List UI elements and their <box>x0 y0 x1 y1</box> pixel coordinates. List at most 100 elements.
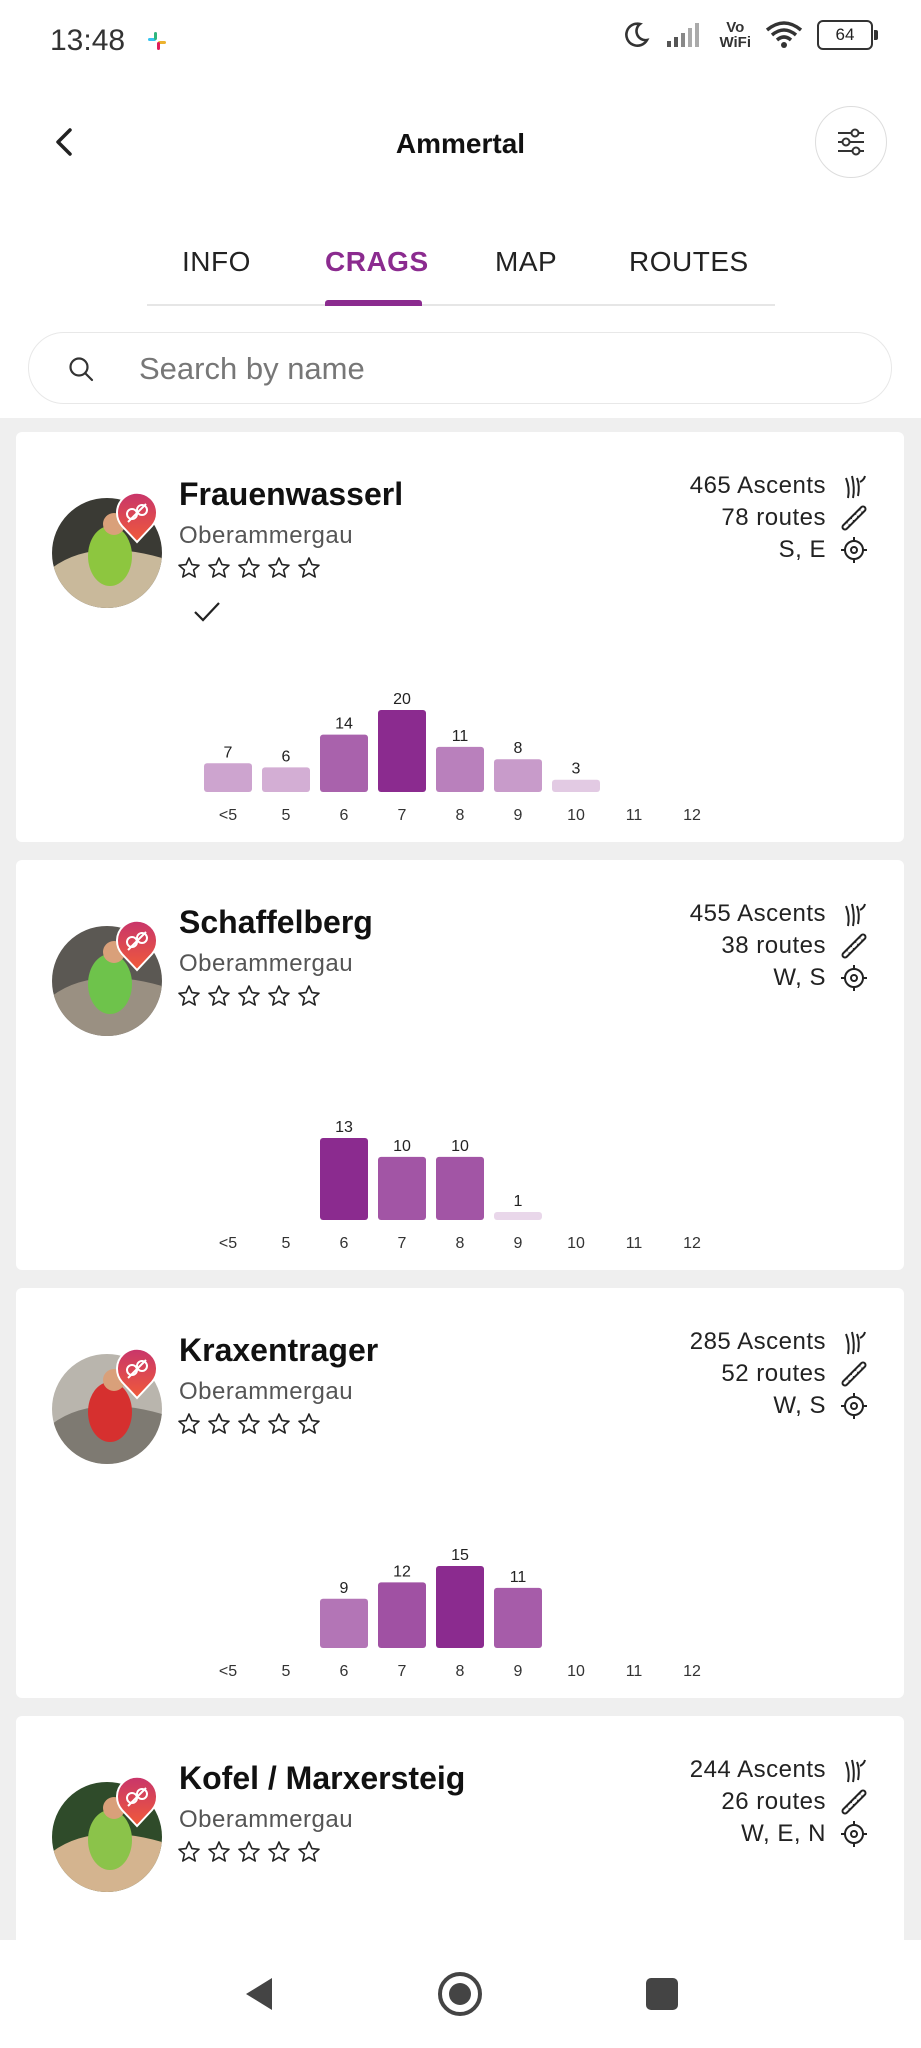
chart-bar <box>436 746 484 792</box>
star-outline-icon <box>298 557 320 578</box>
climbing-pin-icon <box>116 1776 158 1828</box>
compass-icon <box>841 965 867 991</box>
crag-card[interactable]: Schaffelberg Oberammergau 455 Ascents 38 … <box>16 860 904 1270</box>
star-outline-icon <box>178 1841 200 1862</box>
ascents-count: 465 Ascents <box>689 472 826 499</box>
tab-crags[interactable]: CRAGS <box>325 246 429 277</box>
grade-tick-label: 8 <box>456 1663 465 1680</box>
bar-value-label: 8 <box>514 740 523 757</box>
crag-name[interactable]: Schaffelberg <box>179 904 373 940</box>
crag-card[interactable]: Kraxentrager Oberammergau 285 Ascents 52 … <box>16 1288 904 1698</box>
crag-card[interactable]: Kofel / Marxersteig Oberammergau 244 Asce… <box>16 1716 904 1976</box>
crag-stats: 285 Ascents 52 routes W, S <box>690 1326 868 1422</box>
bar-value-label: 10 <box>451 1138 469 1155</box>
bar-value-label: 11 <box>510 1569 527 1586</box>
star-outline-icon <box>208 985 230 1006</box>
tab-routes[interactable]: ROUTES <box>629 246 749 277</box>
filter-button[interactable] <box>815 106 887 178</box>
back-arrow-icon[interactable] <box>46 124 82 160</box>
bar-value-label: 13 <box>335 1119 353 1136</box>
slack-icon <box>148 32 166 50</box>
chart-bar <box>378 1582 426 1648</box>
crag-stats: 465 Ascents 78 routes S, E <box>690 470 868 566</box>
crag-name[interactable]: Frauenwasserl <box>179 476 404 512</box>
ascents-count: 285 Ascents <box>689 1328 826 1355</box>
bar-value-label: 15 <box>451 1547 469 1564</box>
ascents-count: 455 Ascents <box>689 900 826 927</box>
rating-stars <box>177 556 321 580</box>
compass-icon <box>841 1821 867 1847</box>
chart-bar <box>378 1156 426 1220</box>
active-tab-indicator <box>325 300 422 306</box>
grade-tick-label: 12 <box>683 1663 701 1680</box>
bar-value-label: 7 <box>224 744 233 761</box>
grade-tick-label: 12 <box>683 807 701 824</box>
crag-location: Oberammergau <box>179 1378 354 1405</box>
nav-back-icon[interactable] <box>240 1974 276 2014</box>
rope-icon <box>841 505 867 531</box>
star-outline-icon <box>238 1841 260 1862</box>
wifi-icon <box>765 21 803 48</box>
tab-info[interactable]: INFO <box>182 246 251 277</box>
checkmark-icon <box>194 602 220 622</box>
chart-bar <box>552 779 600 792</box>
star-outline-icon <box>238 1413 260 1434</box>
crag-name[interactable]: Kofel / Marxersteig <box>179 1760 466 1796</box>
grade-tick-label: <5 <box>219 1235 237 1252</box>
grade-tick-label: 7 <box>398 1235 407 1252</box>
grade-tick-label: 6 <box>340 1663 349 1680</box>
crag-stats: 455 Ascents 38 routes W, S <box>690 898 868 994</box>
grade-tick-label: 11 <box>626 1663 643 1680</box>
status-time: 13:48 <box>50 24 126 57</box>
vowifi-indicator: Vo WiFi <box>719 19 751 51</box>
grade-tick-label: 6 <box>340 807 349 824</box>
chart-bar <box>494 1212 542 1220</box>
star-outline-icon <box>208 557 230 578</box>
climbing-pin-icon <box>116 920 158 972</box>
crag-photo <box>52 498 162 608</box>
routes-count: 38 routes <box>721 932 826 959</box>
chart-bar <box>494 1587 542 1648</box>
compass-icon <box>841 537 867 563</box>
crag-location: Oberammergau <box>179 522 354 549</box>
grade-tick-label: <5 <box>219 807 237 824</box>
aspect-directions: W, E, N <box>741 1820 826 1847</box>
grade-tick-label: 10 <box>567 1663 585 1680</box>
chart-bar <box>436 1566 484 1648</box>
routes-count: 78 routes <box>721 504 826 531</box>
bar-value-label: 10 <box>393 1138 411 1155</box>
star-outline-icon <box>298 1841 320 1862</box>
grade-tick-label: 7 <box>398 807 407 824</box>
grade-tick-label: 5 <box>282 1663 291 1680</box>
moon-icon <box>625 22 650 47</box>
star-outline-icon <box>208 1413 230 1434</box>
star-outline-icon <box>178 1413 200 1434</box>
bar-value-label: 20 <box>393 691 411 708</box>
crag-location: Oberammergau <box>179 950 354 977</box>
grade-distribution-chart: 7 <5 6 5 14 6 20 7 11 8 8 9 3 10 11 12 <box>204 691 701 824</box>
chart-bar <box>262 767 310 792</box>
nav-home-icon[interactable] <box>436 1970 484 2018</box>
search-input[interactable] <box>137 343 841 395</box>
crag-card[interactable]: Frauenwasserl Oberammergau 465 Ascents 78… <box>16 432 904 842</box>
bar-value-label: 9 <box>340 1580 349 1597</box>
aspect-directions: W, S <box>773 964 826 991</box>
grade-tick-label: 11 <box>626 807 643 824</box>
ascents-count: 244 Ascents <box>689 1756 826 1783</box>
aspect-directions: S, E <box>778 536 826 563</box>
chart-bar <box>494 759 542 792</box>
nav-recents-icon[interactable] <box>644 1976 680 2012</box>
grade-tick-label: <5 <box>219 1663 237 1680</box>
tab-map[interactable]: MAP <box>495 246 558 277</box>
chart-bar <box>378 710 426 792</box>
chart-bar <box>436 1156 484 1220</box>
sliders-icon <box>838 128 864 156</box>
crag-location: Oberammergau <box>179 1806 354 1833</box>
search-bar[interactable] <box>28 332 892 404</box>
star-outline-icon <box>238 985 260 1006</box>
rope-icon <box>841 933 867 959</box>
crag-name[interactable]: Kraxentrager <box>179 1332 379 1368</box>
signal-icon <box>667 23 700 47</box>
grade-tick-label: 7 <box>398 1663 407 1680</box>
bar-value-label: 6 <box>282 748 291 765</box>
